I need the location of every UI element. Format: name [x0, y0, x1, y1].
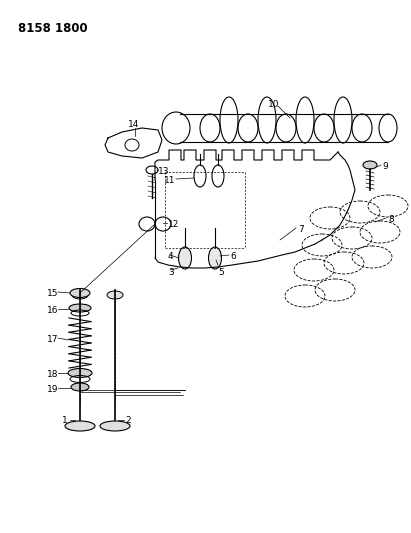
Text: 8: 8: [388, 215, 394, 224]
Text: 6: 6: [230, 252, 236, 261]
Ellipse shape: [100, 421, 130, 431]
Ellipse shape: [107, 291, 123, 299]
Text: 9: 9: [382, 162, 388, 171]
Ellipse shape: [65, 421, 95, 431]
Text: 11: 11: [164, 176, 175, 185]
Ellipse shape: [68, 368, 92, 377]
Text: 19: 19: [46, 385, 58, 394]
Text: 3: 3: [168, 268, 174, 277]
Text: 1: 1: [62, 416, 68, 425]
Text: 14: 14: [128, 120, 139, 129]
Ellipse shape: [70, 288, 90, 297]
Text: 10: 10: [268, 100, 279, 109]
Text: 18: 18: [46, 370, 58, 379]
Text: 15: 15: [46, 289, 58, 298]
Ellipse shape: [208, 247, 222, 269]
Text: 12: 12: [168, 220, 179, 229]
Text: 17: 17: [46, 335, 58, 344]
Text: 13: 13: [158, 167, 169, 176]
Text: 5: 5: [218, 268, 224, 277]
Text: 8158 1800: 8158 1800: [18, 22, 88, 35]
Text: 2: 2: [125, 416, 131, 425]
Text: 7: 7: [298, 225, 304, 234]
Ellipse shape: [72, 291, 88, 299]
Ellipse shape: [69, 304, 91, 312]
Text: 16: 16: [46, 306, 58, 315]
Text: 4: 4: [168, 252, 173, 261]
Ellipse shape: [178, 247, 192, 269]
Ellipse shape: [363, 161, 377, 169]
Ellipse shape: [71, 383, 89, 391]
